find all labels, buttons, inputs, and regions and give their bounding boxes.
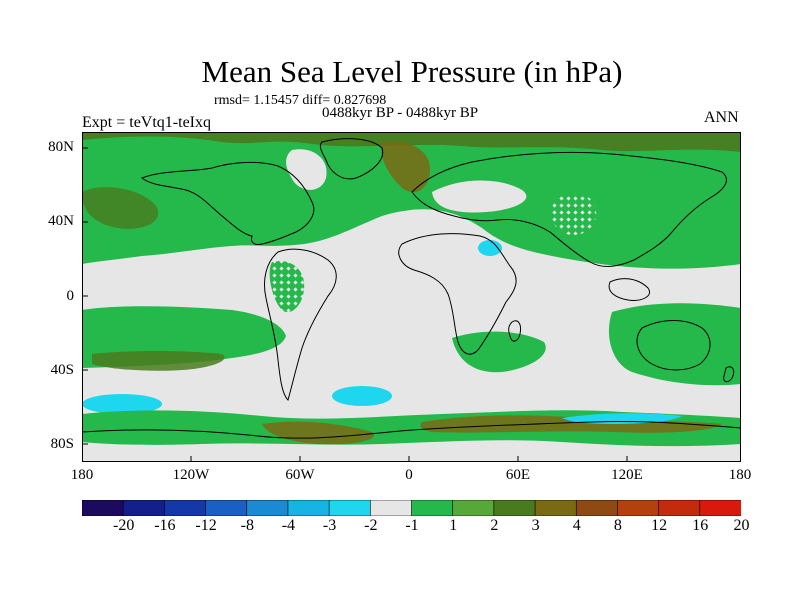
coast-greenland: [319, 138, 384, 180]
season-label: ANN: [704, 109, 739, 126]
field-cyan-arabia: [478, 240, 502, 256]
field-cyan-antarctic-coast: [562, 413, 682, 424]
field-cyan-south-atlantic: [332, 386, 392, 406]
colorbar-swatch: [411, 500, 454, 516]
map-frame: [82, 132, 741, 462]
colorbar-swatch: [617, 500, 660, 516]
field-olive-pacific: [82, 187, 159, 229]
field-brown-atlantic: [381, 141, 431, 193]
colorbar-swatch: [164, 500, 207, 516]
colorbar-swatch: [575, 500, 619, 516]
coast-europe-asia: [411, 151, 727, 267]
colorbar-tick-label: 3: [531, 517, 540, 534]
colorbar-tick-label: 16: [692, 517, 709, 534]
hole-asia: [551, 193, 597, 236]
lat-label-40s: 40S: [50, 362, 74, 378]
colorbar-swatch: [122, 500, 165, 516]
lon-label-180w: 180: [70, 467, 94, 483]
coast-new-zealand: [723, 366, 735, 383]
field-olive-arctic: [82, 132, 741, 152]
colorbar-swatch: [287, 500, 330, 516]
lat-label-40n: 40N: [48, 213, 74, 229]
colorbar: [82, 500, 741, 516]
colorbar-swatch: [328, 500, 371, 516]
colorbar-tick-label: -20: [113, 517, 135, 534]
coast-africa: [398, 233, 517, 355]
map-title: Mean Sea Level Pressure (in hPa): [201, 54, 623, 89]
colorbar-tick-label: -3: [322, 517, 337, 534]
colorbar-tick-label: 4: [572, 517, 581, 534]
colorbar-swatch: [534, 500, 577, 516]
colorbar-swatch: [699, 500, 741, 516]
field-brown-antarctic: [420, 415, 722, 433]
experiment-label: Expt = teVtq1-teIxq: [82, 114, 211, 131]
field-green-australia: [608, 303, 741, 386]
lat-label-80s: 80S: [50, 436, 74, 452]
colorbar-tick-label: -16: [154, 517, 176, 534]
colorbar-swatch: [493, 500, 536, 516]
colorbar-tick-label: 1: [449, 517, 458, 534]
colorbar-tick-label: -12: [195, 517, 217, 534]
pressure-difference-map: [82, 132, 741, 462]
coast-north-america: [141, 161, 315, 245]
field-olive-south-pacific: [92, 351, 225, 371]
coastlines: [82, 138, 741, 439]
field-cyan-south-pacific: [82, 394, 162, 414]
colorbar-swatch: [82, 500, 124, 516]
lon-label-120w: 120W: [172, 467, 210, 483]
colorbar-tick-label: -1: [405, 517, 419, 534]
hole-north-america: [286, 149, 327, 190]
coast-south-america: [264, 248, 337, 401]
field-green-indian: [452, 331, 546, 373]
colorbar-tick-label: 2: [490, 517, 499, 534]
colorbar-swatch: [370, 500, 413, 516]
lat-label-equator: 0: [66, 288, 75, 304]
coast-antarctica: [82, 420, 741, 439]
hole-siberia: [432, 180, 527, 213]
lon-label-120e: 120E: [611, 467, 643, 483]
lon-label-60w: 60W: [285, 467, 315, 483]
colorbar-swatch: [452, 500, 495, 516]
rmsd-diff-stats: rmsd= 1.15457 diff= 0.827698: [214, 93, 387, 108]
colorbar-swatch: [205, 500, 248, 516]
coast-southeast-asia: [608, 278, 650, 301]
field-green-south-america: [269, 260, 305, 313]
colorbar-tick-label: -2: [364, 517, 378, 534]
colorbar-swatch: [658, 500, 701, 516]
time-period-label: 0488kyr BP - 0488kyr BP: [322, 105, 479, 121]
map-ticks: [82, 147, 628, 462]
lon-label-60e: 60E: [505, 467, 531, 483]
colorbar-tick-label: -4: [281, 517, 296, 534]
lon-label-180e: 180: [728, 467, 752, 483]
coast-madagascar: [508, 320, 521, 342]
lon-label-0: 0: [405, 467, 413, 483]
colorbar-tick-label: 8: [613, 517, 622, 534]
lat-label-80n: 80N: [48, 139, 74, 155]
colorbar-swatch: [246, 500, 289, 516]
colorbar-tick-label: 20: [733, 517, 750, 534]
colorbar-tick-label: 12: [651, 517, 668, 534]
field-olive-antarctic: [262, 421, 374, 445]
colorbar-tick-label: -8: [240, 517, 254, 534]
coast-australia: [636, 320, 711, 371]
